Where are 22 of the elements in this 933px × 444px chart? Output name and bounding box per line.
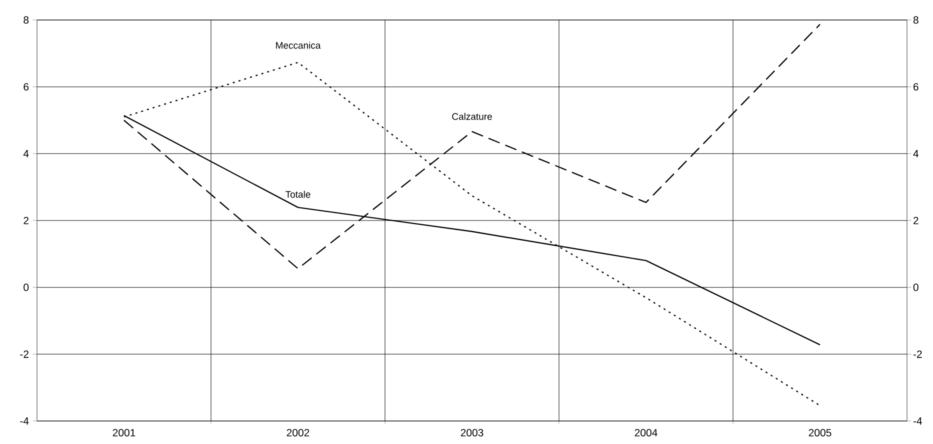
series-label: Meccanica: [276, 42, 321, 49]
y2-tick-label: 6: [914, 83, 918, 91]
x-tick-label: 2004: [634, 428, 658, 436]
y-tick-label: 4: [23, 150, 29, 158]
y-tick-label: 8: [24, 16, 29, 24]
y2-tick-label: 4: [913, 150, 918, 158]
x-tick-label: 2005: [808, 428, 832, 436]
y-tick-label: -2: [20, 350, 28, 358]
y-tick-label: 0: [24, 284, 29, 292]
y2-tick-label: -4: [913, 417, 922, 425]
y2-tick-label: 2: [914, 216, 918, 224]
y2-tick-label: -2: [913, 350, 922, 358]
y2-tick-label: 8: [913, 16, 918, 24]
y-tick-label: -4: [20, 417, 29, 425]
y-tick-label: 2: [24, 216, 28, 224]
x-tick-label: 2003: [460, 428, 484, 436]
x-tick-label: 2001: [112, 428, 136, 436]
y2-tick-label: 0: [913, 284, 918, 292]
x-tick-label: 2002: [286, 428, 310, 436]
y-tick-label: 6: [24, 83, 29, 91]
series-label: Calzature: [452, 112, 492, 120]
series-label: Totale: [286, 190, 310, 198]
